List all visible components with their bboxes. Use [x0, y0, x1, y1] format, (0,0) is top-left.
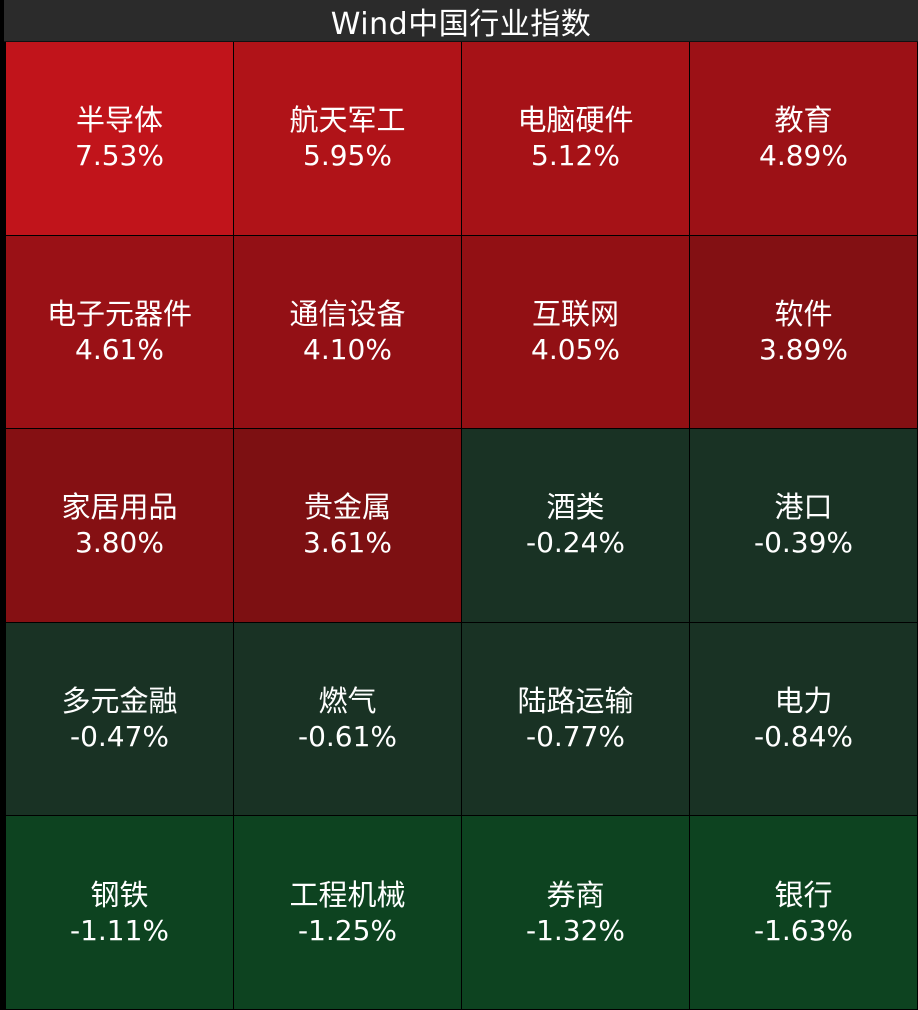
tile-name: 电力: [774, 684, 833, 719]
heatmap-tile: 半导体 7.53%: [6, 42, 234, 236]
tile-value: -0.47%: [69, 720, 170, 754]
heatmap-tile: 航天军工 5.95%: [234, 42, 462, 236]
tile-value: -1.11%: [69, 913, 170, 947]
tile-name: 互联网: [531, 296, 619, 331]
heatmap-tile: 酒类 -0.24%: [462, 429, 690, 623]
tile-value: 4.89%: [759, 139, 848, 173]
tile-value: 5.12%: [531, 139, 620, 173]
tile-name: 航天军工: [289, 103, 406, 138]
tile-name: 家居用品: [61, 490, 178, 525]
heatmap-tile: 互联网 4.05%: [462, 235, 690, 430]
tile-name: 工程机械: [289, 877, 406, 912]
tile-name: 教育: [774, 103, 833, 138]
heatmap-tile: 多元金融 -0.47%: [6, 622, 234, 817]
tile-value: -0.61%: [297, 720, 398, 754]
tile-value: 4.10%: [303, 332, 392, 366]
tile-value: -0.24%: [525, 526, 626, 560]
tile-value: 5.95%: [303, 139, 392, 173]
tile-name: 券商: [546, 877, 605, 912]
tile-name: 燃气: [318, 684, 377, 719]
tile-name: 贵金属: [303, 490, 391, 525]
tile-name: 酒类: [546, 490, 605, 525]
heatmap-tile: 工程机械 -1.25%: [234, 816, 462, 1010]
tile-name: 银行: [774, 877, 833, 912]
tile-value: 3.61%: [303, 526, 392, 560]
heatmap-tile: 港口 -0.39%: [690, 429, 918, 623]
tile-value: -0.39%: [753, 526, 854, 560]
tile-name: 多元金融: [61, 684, 178, 719]
tile-value: -0.77%: [525, 720, 626, 754]
heatmap-tile: 通信设备 4.10%: [234, 235, 462, 430]
tile-value: 3.80%: [75, 526, 164, 560]
tile-value: -1.63%: [753, 913, 854, 947]
tile-name: 半导体: [75, 103, 163, 138]
heatmap-tile: 教育 4.89%: [690, 42, 918, 236]
heatmap-tile: 电子元器件 4.61%: [6, 235, 234, 430]
tile-value: 3.89%: [759, 332, 848, 366]
tile-value: 4.05%: [531, 332, 620, 366]
heatmap-tile: 电脑硬件 5.12%: [462, 42, 690, 236]
tile-name: 软件: [774, 296, 833, 331]
heatmap-tile: 燃气 -0.61%: [234, 622, 462, 817]
tile-value: 7.53%: [75, 139, 164, 173]
chart-title: Wind中国行业指数: [4, 0, 918, 42]
heatmap-tile: 钢铁 -1.11%: [6, 816, 234, 1010]
tile-name: 港口: [774, 490, 833, 525]
tile-value: -1.25%: [297, 913, 398, 947]
heatmap-grid: 半导体 7.53% 航天军工 5.95% 电脑硬件 5.12% 教育 4.89% 电子元器件 4.…: [6, 42, 918, 1010]
heatmap-tile: 软件 3.89%: [690, 235, 918, 430]
tile-value: 4.61%: [75, 332, 164, 366]
heatmap-tile: 电力 -0.84%: [690, 622, 918, 817]
tile-name: 电脑硬件: [517, 103, 634, 138]
tile-value: -1.32%: [525, 913, 626, 947]
tile-name: 钢铁: [90, 877, 149, 912]
heatmap-tile: 券商 -1.32%: [462, 816, 690, 1010]
heatmap-tile: 银行 -1.63%: [690, 816, 918, 1010]
heatmap-tile: 家居用品 3.80%: [6, 429, 234, 623]
tile-name: 电子元器件: [46, 296, 192, 331]
heatmap-tile: 贵金属 3.61%: [234, 429, 462, 623]
tile-name: 陆路运输: [517, 684, 634, 719]
tile-value: -0.84%: [753, 720, 854, 754]
heatmap-tile: 陆路运输 -0.77%: [462, 622, 690, 817]
tile-name: 通信设备: [289, 296, 406, 331]
